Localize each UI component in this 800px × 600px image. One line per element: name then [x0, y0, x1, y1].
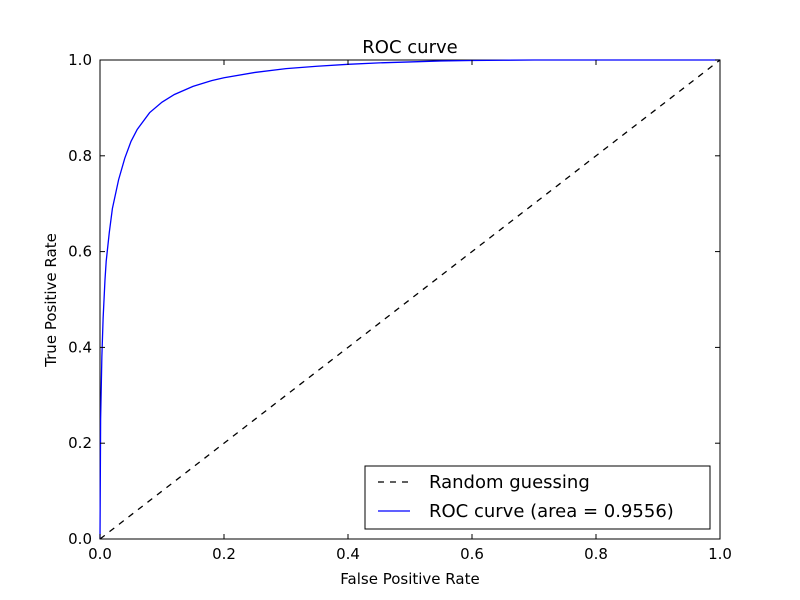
y-tick-label: 0.6 [68, 243, 92, 261]
x-tick-label: 0.2 [212, 545, 236, 563]
chart-title: ROC curve [362, 37, 457, 58]
legend: Random guessing ROC curve (area = 0.9556) [364, 465, 711, 530]
y-tick-label: 0.0 [68, 530, 92, 548]
x-axis-label: False Positive Rate [340, 570, 479, 588]
x-tick-label: 1.0 [708, 545, 732, 563]
x-tick-label: 0.6 [460, 545, 484, 563]
y-tick-label: 0.2 [68, 434, 92, 452]
series-line-0 [99, 59, 721, 540]
plot-area [99, 59, 721, 540]
x-tick-label: 0.4 [336, 545, 360, 563]
x-tick-label: 0.0 [88, 545, 112, 563]
legend-label-1: ROC curve (area = 0.9556) [429, 501, 674, 522]
series-line-1 [99, 59, 720, 540]
legend-label-0: Random guessing [429, 472, 590, 493]
x-tick-label: 0.8 [584, 545, 608, 563]
y-tick-label: 0.4 [68, 338, 92, 356]
y-tick-label: 0.8 [68, 147, 92, 165]
y-axis-label: True Positive Rate [42, 233, 60, 368]
legend-box [364, 465, 711, 530]
y-tick-label: 1.0 [68, 51, 92, 69]
